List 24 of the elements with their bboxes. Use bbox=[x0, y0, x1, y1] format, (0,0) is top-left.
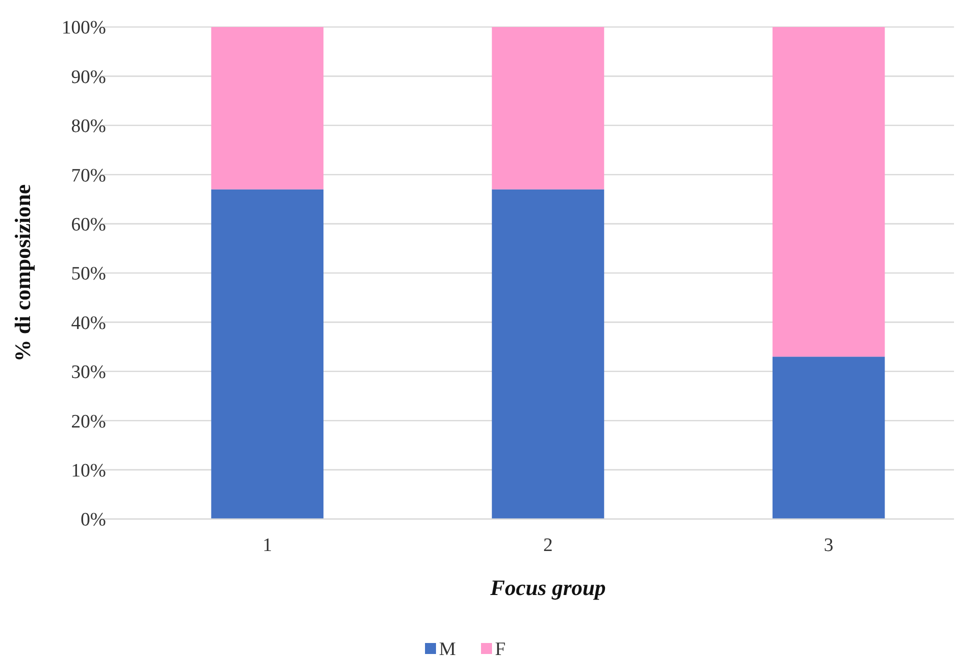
y-tick-label: 0% bbox=[80, 510, 106, 531]
y-tick-label: 10% bbox=[71, 460, 106, 482]
x-axis-title: Focus group bbox=[489, 575, 606, 600]
bar bbox=[772, 356, 885, 519]
legend-label: M bbox=[439, 639, 456, 660]
bar bbox=[772, 27, 885, 357]
y-tick-label: 20% bbox=[71, 411, 106, 432]
x-tick-label: 2 bbox=[543, 535, 553, 556]
bar bbox=[211, 27, 324, 190]
bar bbox=[492, 189, 604, 519]
y-tick-label: 60% bbox=[71, 214, 106, 236]
x-tick-label: 3 bbox=[824, 535, 834, 556]
bar bbox=[492, 27, 604, 190]
y-tick-label: 70% bbox=[71, 165, 106, 186]
legend-label: F bbox=[495, 639, 506, 660]
y-tick-label: 90% bbox=[71, 66, 106, 88]
bar bbox=[211, 189, 324, 519]
y-tick-label: 50% bbox=[71, 264, 106, 285]
y-axis-title: % di composizione bbox=[10, 184, 35, 362]
y-tick-label: 100% bbox=[62, 18, 106, 39]
y-tick-label: 30% bbox=[71, 362, 106, 384]
y-tick-label: 80% bbox=[71, 116, 106, 138]
x-tick-label: 1 bbox=[262, 535, 272, 556]
y-tick-label: 40% bbox=[71, 312, 106, 334]
